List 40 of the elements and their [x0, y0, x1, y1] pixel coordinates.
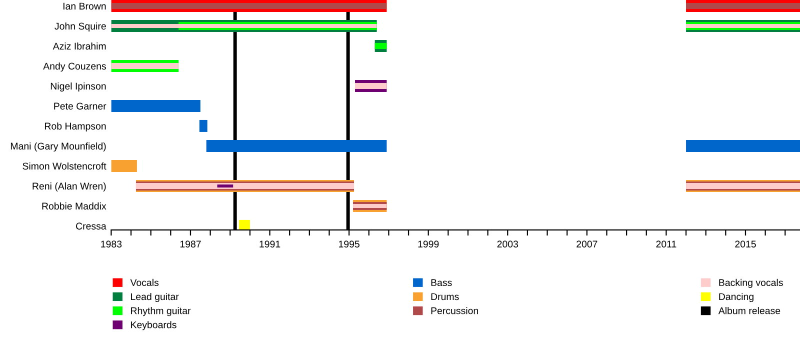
y-tick-label: Aziz Ibrahim: [52, 42, 106, 50]
bar: [206, 140, 387, 152]
y-tick-label: Mani (Gary Mounfield): [10, 142, 106, 152]
x-tick-label: 1999: [418, 240, 439, 248]
legend-label: Album release: [718, 307, 780, 314]
bar: [686, 140, 800, 152]
legend-label: Backing vocals: [719, 278, 783, 288]
legend-label: Percussion: [431, 307, 478, 314]
bar: [217, 184, 234, 188]
legend-label: Lead guitar: [131, 292, 179, 302]
x-tick-label: 2003: [497, 240, 518, 248]
bar: [199, 120, 208, 132]
x-tick-label: 1987: [180, 240, 201, 248]
x-tick-label: 2015: [735, 240, 756, 248]
y-tick-label: Andy Couzens: [43, 62, 106, 72]
bar: [111, 160, 137, 172]
x-tick-label: 2011: [656, 240, 676, 248]
bar: [111, 100, 200, 112]
bar: [111, 62, 179, 69]
x-tick-label: 1995: [338, 240, 360, 248]
y-tick-label: Robbie Maddix: [42, 202, 106, 210]
legend-label: Bass: [431, 279, 452, 286]
legend-label: Dancing: [719, 292, 754, 302]
legend-label: Rhythm guitar: [131, 307, 191, 316]
legend-label: Vocals: [130, 278, 159, 286]
y-tick-label: Ian Brown: [63, 2, 106, 10]
legend-label: Drums: [431, 293, 459, 300]
y-tick-label: Rob Hampson: [44, 122, 106, 132]
y-tick-label: Simon Wolstencroft: [22, 162, 106, 170]
bar: [355, 82, 387, 89]
x-tick-label: 1983: [101, 240, 122, 248]
bar: [239, 220, 250, 230]
x-tick-label: 2007: [576, 240, 598, 248]
y-tick-label: John Squire: [54, 22, 106, 32]
y-tick-label: Nigel Ipinson: [50, 82, 106, 92]
legend-label: Keyboards: [131, 321, 176, 330]
y-tick-label: Reni (Alan Wren): [32, 182, 106, 192]
y-tick-label: Pete Garner: [54, 102, 106, 110]
y-tick-label: Cressa: [76, 222, 106, 230]
x-tick-label: 1991: [260, 240, 280, 248]
